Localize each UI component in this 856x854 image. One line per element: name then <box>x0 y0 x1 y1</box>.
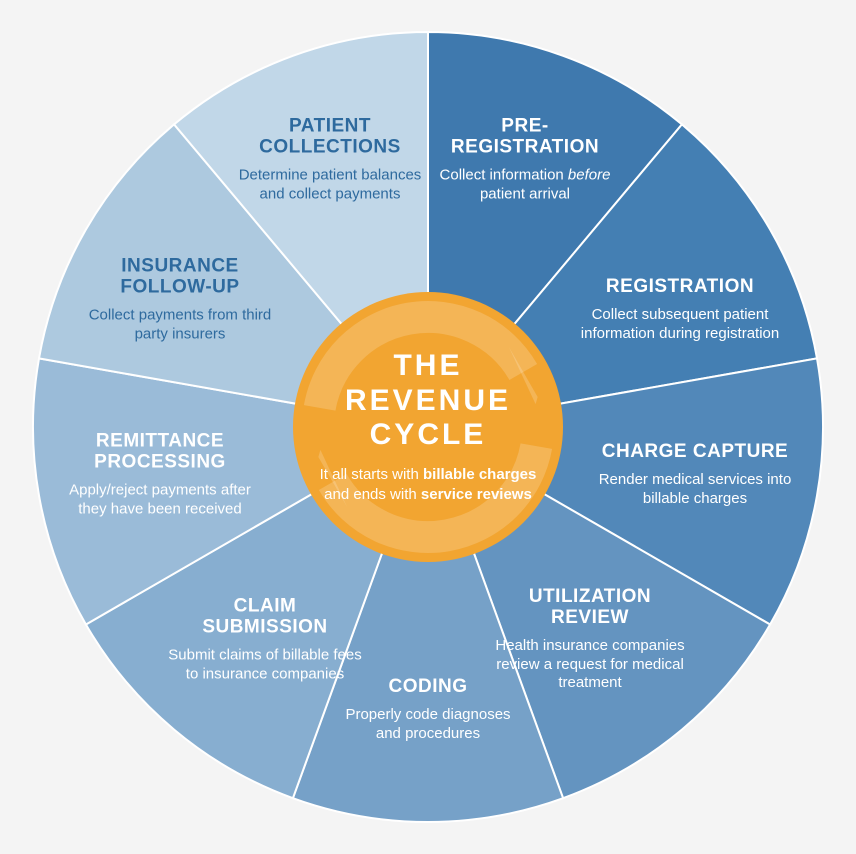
center-title: THEREVENUECYCLE <box>345 349 511 453</box>
center-disc: THEREVENUECYCLE It all starts with billa… <box>293 292 563 562</box>
center-subtitle: It all starts with billable charges and … <box>293 465 563 506</box>
revenue-cycle-diagram: THEREVENUECYCLE It all starts with billa… <box>0 0 856 854</box>
